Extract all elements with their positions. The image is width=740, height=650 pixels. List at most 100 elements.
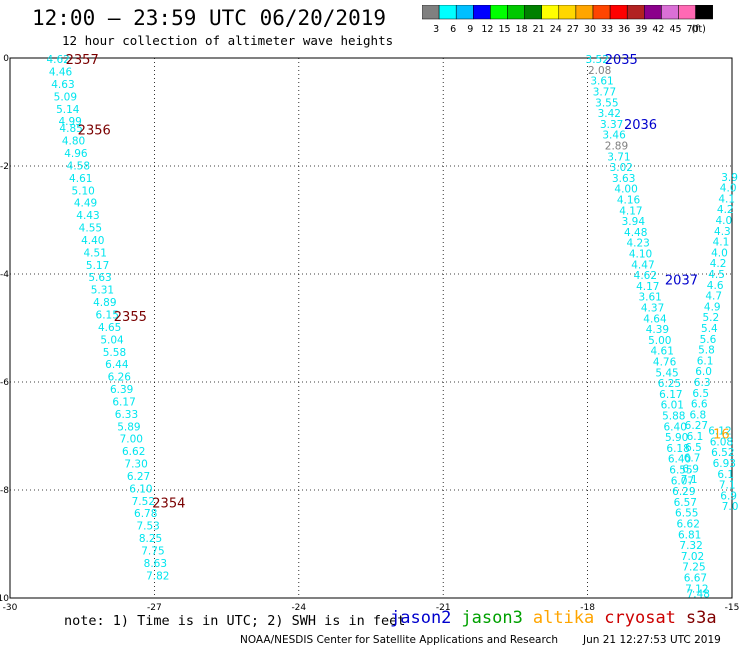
wave-height-value: 6.27: [127, 471, 150, 483]
pass-time-label: 2355: [114, 310, 147, 325]
wave-height-value: 4.0: [715, 215, 732, 227]
wave-height-value: 4.17: [636, 281, 659, 293]
lon-tick-label: -15: [725, 603, 740, 612]
lat-tick-label: -4: [0, 270, 9, 280]
wave-height-value: 5.58: [103, 347, 126, 359]
wave-height-value: 6.6: [691, 399, 708, 411]
wave-height-value: 4.3: [714, 226, 731, 238]
wave-height-value: 4.76: [653, 356, 677, 368]
wave-height-value: 5.14: [56, 104, 80, 116]
lon-tick-label: -30: [3, 603, 18, 612]
wave-height-value: 7.1: [681, 474, 698, 486]
wave-height-value: 6.57: [674, 497, 697, 509]
wave-height-value: 6.78: [134, 508, 157, 520]
wave-height-value: 4.80: [62, 136, 85, 148]
wave-height-value: 4.17: [619, 205, 642, 217]
wave-height-value: 7.53: [136, 521, 159, 533]
wave-height-value: 5.31: [91, 285, 114, 297]
wave-height-value: 6.93: [713, 458, 736, 470]
wave-height-value: 4.89: [93, 297, 116, 309]
wave-height-value: 4.16: [617, 194, 641, 206]
wave-height-value: 6.1: [717, 469, 734, 481]
wave-height-value: 6.40: [664, 421, 687, 433]
wave-height-value: 3.52: [586, 54, 609, 66]
wave-height-value: 7.48: [687, 589, 710, 601]
wave-height-value: 5.88: [662, 410, 685, 422]
wave-height-value: 2.08: [588, 65, 611, 77]
satellite-legend: jason2 jason3 altika cryosat s3a: [390, 608, 727, 628]
pass-time-label: 2357: [66, 53, 99, 68]
lat-tick-label: -10: [0, 594, 9, 604]
wave-height-value: 6.07: [671, 475, 694, 487]
map-subtitle: 12 hour collection of altimeter wave hei…: [62, 33, 394, 48]
wave-height-value: 4.10: [629, 248, 652, 260]
footer-note: note: 1) Time is in UTC; 2) SWH is in fe…: [64, 613, 406, 629]
wave-height-value: 4.00: [614, 184, 637, 196]
colorbar-label: 30: [584, 24, 596, 35]
wave-height-value: 4.63: [51, 79, 74, 91]
wave-height-value: 4.47: [631, 259, 654, 271]
wave-height-value: 6.52: [711, 447, 734, 459]
satellite-legend-s3a: s3a: [685, 608, 717, 628]
colorbar-label: 6: [450, 24, 456, 35]
wave-height-value: 4.51: [84, 247, 107, 259]
wave-height-value: 6.81: [678, 529, 701, 541]
wave-height-value: 4.62: [634, 270, 657, 282]
wave-height-value: 6.15: [96, 310, 119, 322]
wave-height-value: 6.12: [708, 426, 731, 438]
colorbar-label: 24: [550, 24, 562, 35]
wave-height-value: 5.63: [88, 272, 111, 284]
wave-height-value: 4.61: [69, 173, 92, 185]
map-title: 12:00 – 23:59 UTC 06/20/2019: [32, 6, 387, 30]
lat-tick-label: -8: [0, 486, 9, 496]
track-east: 3.522.083.613.773.553.423.373.462.893.71…: [586, 54, 710, 601]
wave-height-value: 6.26: [108, 372, 132, 384]
wave-height-value: 5.04: [100, 334, 124, 346]
wave-height-value: 4.0: [720, 183, 737, 195]
wave-height-value: 4.61: [651, 346, 674, 358]
wave-height-value: 4.1: [713, 237, 730, 249]
generation-timestamp: Jun 21 12:27:53 UTC 2019: [583, 634, 721, 646]
colorbar-label: 18: [516, 24, 528, 35]
satellite-legend-jason2: jason2: [390, 608, 452, 628]
colorbar-label: 12: [481, 24, 493, 35]
wave-height-value: 8.63: [144, 558, 167, 570]
wave-height-value: 4.5: [708, 269, 725, 281]
wave-height-value: 6.39: [110, 384, 133, 396]
wave-height-value: 4.49: [74, 198, 97, 210]
wave-height-value: 7.00: [120, 434, 143, 446]
satellite-legend-cryosat: cryosat: [604, 608, 676, 628]
wave-height-value: 5.00: [648, 335, 671, 347]
wave-height-value: 4.0: [711, 247, 728, 259]
pass-time-label: 2354: [152, 496, 185, 511]
satellite-legend-altika: altika: [532, 608, 595, 628]
colorbar-label: 39: [635, 24, 647, 35]
wave-height-value: 4.37: [641, 302, 664, 314]
wave-height-value: 7.32: [679, 540, 702, 552]
wave-height-value: 6.18: [666, 443, 689, 455]
wave-height-value: 6.29: [672, 486, 695, 498]
pass-time-label: 2035: [605, 53, 638, 68]
wave-height-value: 2.89: [605, 140, 628, 152]
wave-height-value: 6.5: [692, 388, 709, 400]
wave-height-value: 7.0: [722, 501, 739, 513]
pass-time-label: 2037: [665, 273, 698, 288]
wave-height-value: 6.62: [677, 518, 700, 530]
wave-height-value: 6.27: [685, 420, 708, 432]
wave-height-colorbar: 3 6 9 12 15 18 21 24 27 30 33 36 39 42 45 70(ft): [422, 5, 713, 35]
credit-text: NOAA/NESDIS Center for Satellite Applica…: [240, 634, 558, 646]
track-east-second: 3.94.04.14.24.04.34.14.04.24.54.64.74.95…: [681, 172, 738, 486]
wave-height-value: 6.3: [694, 377, 711, 389]
wave-height-value: 7.30: [124, 459, 147, 471]
wave-height-value: 3.77: [593, 86, 616, 98]
wave-height-value: 4.7: [705, 291, 722, 303]
lat-tick-label: -2: [0, 162, 9, 172]
wave-height-value: 5.10: [71, 185, 94, 197]
wave-height-value: 6.0: [695, 366, 712, 378]
altimeter-map: -30-27-24-21-18-150-2-4-6-8-104.624.464.…: [0, 53, 740, 612]
colorbar-label: 33: [601, 24, 613, 35]
colorbar-label: 3: [433, 24, 439, 35]
colorbar-unit: (ft): [692, 24, 706, 35]
wave-height-value: 4.99: [58, 116, 81, 128]
track-far-east: 6.126.086.526.936.17.16.97.0: [708, 426, 738, 514]
